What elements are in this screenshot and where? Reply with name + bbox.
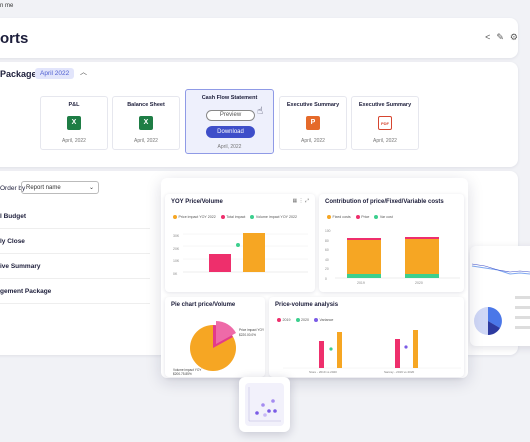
bar-total-impact [209, 254, 231, 272]
yoy-panel: YOY Price/Volume ▦ ⋮ ⤢ Price impact YOY … [165, 194, 315, 292]
y-tick: 20K [173, 246, 180, 251]
legend-item: Price impact YOY 2022 [173, 215, 216, 220]
legend-item: Var cost [374, 215, 393, 220]
y-axis: 100 80 60 40 20 0 [325, 227, 331, 284]
y-tick: 80 [325, 238, 329, 243]
excel-icon: X [139, 116, 153, 130]
x-tick: 2019 [357, 281, 365, 285]
share-icon[interactable]: < [485, 32, 491, 42]
report-row[interactable]: l Budget [0, 213, 150, 229]
bar-var-2019 [347, 274, 381, 278]
x-tick: Store - 2019 vs 2020 [309, 370, 337, 374]
file-card-cash-flow[interactable]: Cash Flow Statement Preview Download Apr… [185, 89, 274, 154]
pie-label-volume: Volume impact YOY $200.75.85% [173, 368, 202, 376]
pie-label-price: Price impact YOY $220.00.0% [239, 328, 265, 337]
y-axis: 30K 20K 10K 0K [173, 230, 179, 280]
price-volume-panel: Price-volume analysis 2019 2020 Variance… [269, 297, 464, 377]
page-title: orts [0, 30, 29, 47]
x-tick: Sanray - 2019 vs 2020 [384, 370, 415, 374]
y-tick: 30K [173, 234, 180, 238]
excel-icon: X [67, 116, 81, 130]
bar-price-impact [243, 233, 265, 272]
legend-item: Fixed costs [327, 215, 351, 220]
point-volume-impact [236, 243, 240, 247]
pie-title: Pie chart price/Volume [171, 302, 236, 308]
legend-item: Total impact [220, 215, 245, 220]
x-tick: 2020 [415, 281, 423, 285]
powerpoint-icon: P [306, 116, 320, 130]
legend-item: Variance [314, 318, 333, 323]
report-row[interactable]: ive Summary [0, 263, 150, 279]
file-card-exec-summary-ppt[interactable]: Executive Summary P April, 2022 [279, 96, 347, 150]
y-tick: 20 [325, 267, 329, 271]
chevron-down-icon: ⌄ [88, 185, 94, 191]
contribution-title: Contribution of price/Fixed/Variable cos… [325, 199, 444, 205]
mini-scatter-card [239, 377, 290, 432]
file-card-exec-summary-pdf[interactable]: Executive Summary PDF April, 2022 [351, 96, 419, 150]
contribution-panel: Contribution of price/Fixed/Variable cos… [319, 194, 464, 292]
period-badge[interactable]: April 2022 [35, 68, 75, 79]
y-tick: 10K [173, 259, 180, 263]
order-by-label: Order by [0, 185, 26, 192]
download-button[interactable]: Download [206, 126, 255, 138]
yoy-title: YOY Price/Volume [171, 199, 223, 205]
hand-cursor-icon: ☝ [257, 106, 264, 117]
pie-panel: Pie chart price/Volume Price impact YOY … [165, 297, 265, 377]
gear-icon[interactable]: ⚙ [509, 32, 518, 42]
chevron-up-icon[interactable]: ︿ [80, 69, 87, 76]
file-card-pnl[interactable]: P&L X April, 2022 [40, 96, 108, 150]
package-title: Package [0, 69, 37, 79]
bar-fixed-2020 [405, 239, 439, 274]
panel-toolbar-icons[interactable]: ▦ ⋮ ⤢ [292, 198, 309, 204]
bar-price-2020 [405, 237, 439, 239]
report-row[interactable]: ly Close [0, 238, 150, 254]
y-tick: 100 [325, 229, 331, 233]
bar-var-2020 [405, 274, 439, 278]
legend-item: Price [355, 215, 369, 220]
y-tick: 40 [325, 257, 329, 262]
side-chart-card [470, 246, 530, 346]
pdf-icon: PDF [378, 116, 392, 130]
y-tick: 0K [173, 271, 178, 276]
sort-select[interactable]: Report name ⌄ [21, 181, 99, 194]
legend-item: 2020 [295, 318, 309, 323]
file-card-balance-sheet[interactable]: Balance Sheet X April, 2022 [112, 96, 180, 150]
bar-price-2019 [347, 238, 381, 240]
y-tick: 0 [325, 276, 327, 281]
legend-item: Volume impact YOY 2022 [250, 215, 297, 220]
dashboard-window: YOY Price/Volume ▦ ⋮ ⤢ Price impact YOY … [161, 178, 468, 378]
edit-icon[interactable]: ✎ [496, 32, 504, 42]
report-row[interactable]: gement Package [0, 288, 150, 304]
reports-header: orts < ✎ ⚙ [0, 18, 518, 58]
legend-item: 2019 [277, 318, 291, 323]
user-menu-text: n me [0, 3, 14, 9]
y-tick: 60 [325, 248, 329, 252]
preview-button[interactable]: Preview [206, 110, 255, 121]
bar-fixed-2019 [347, 240, 381, 274]
price-volume-title: Price-volume analysis [275, 302, 339, 308]
